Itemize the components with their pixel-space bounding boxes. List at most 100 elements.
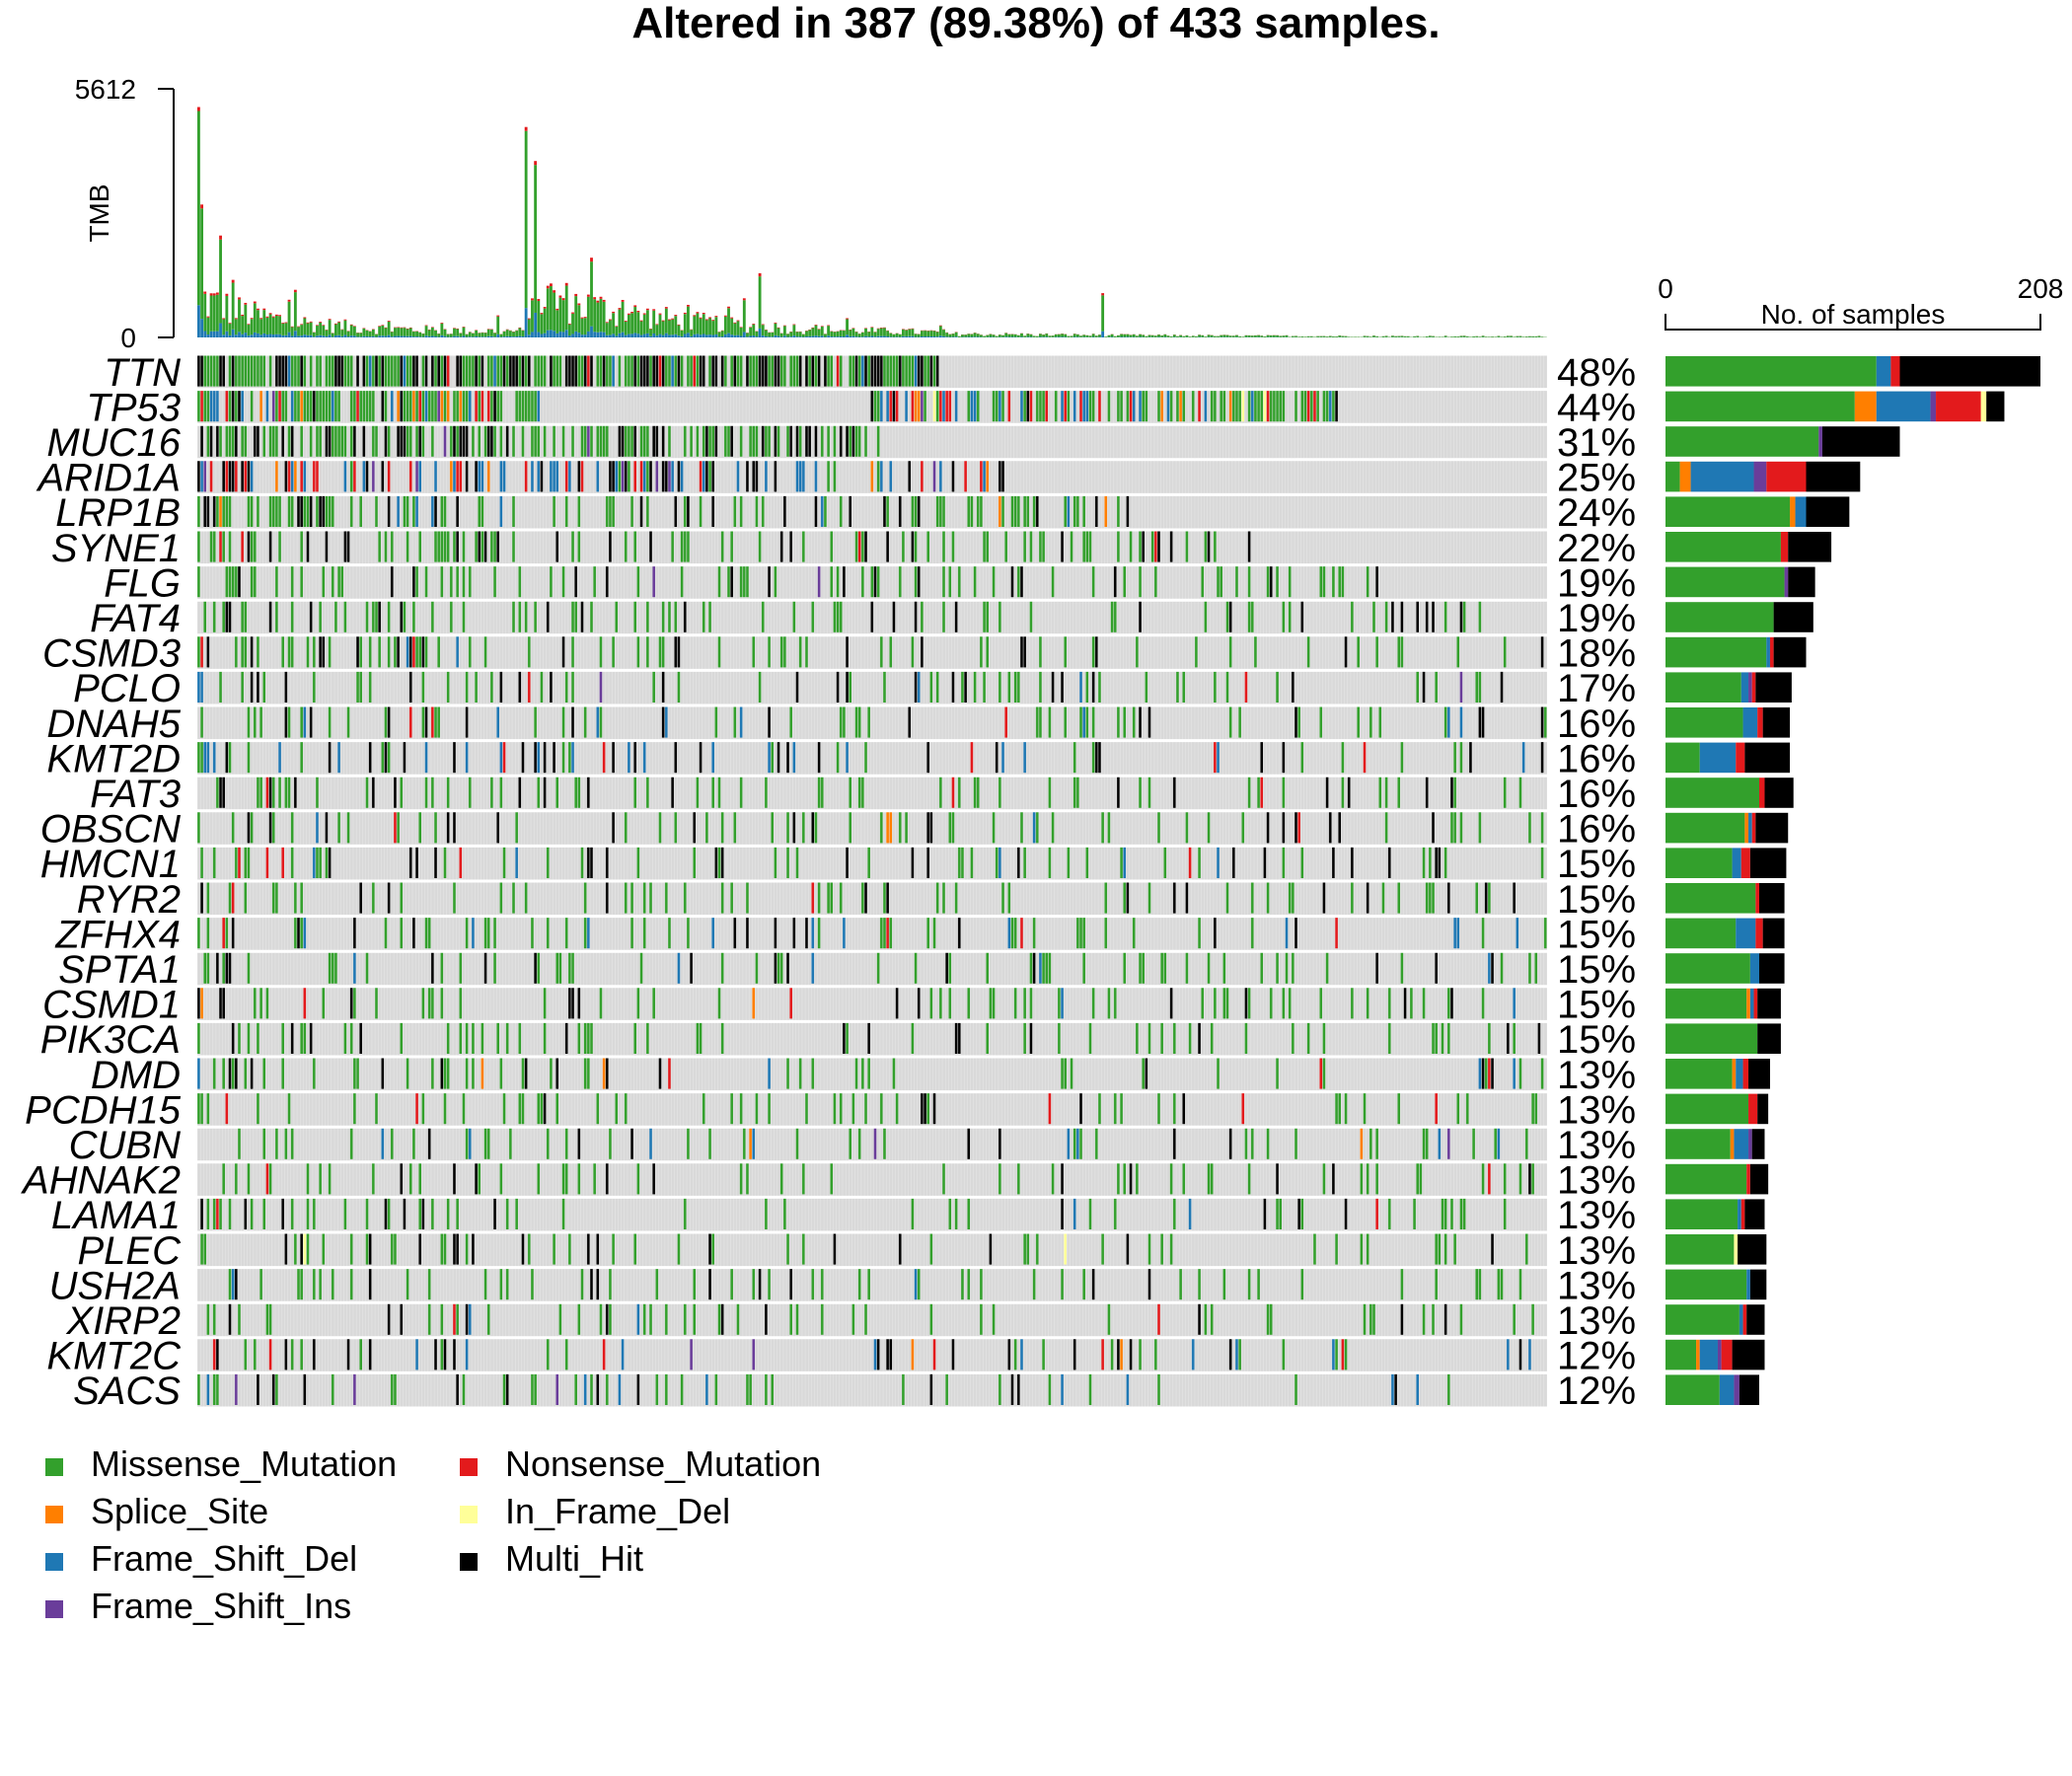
tmb-bar-missense [1506,335,1510,337]
onco-cell-missense-mutation [1217,564,1220,598]
onco-cell-multi-hit [543,776,547,808]
onco-cell-missense-mutation [970,846,974,878]
onco-cell-frame-shift-ins [271,389,275,422]
tmb-bar-nonsense [730,317,734,319]
onco-cell-multi-hit [733,354,737,387]
tmb-bar-missense [1042,334,1046,337]
onco-cell-missense-mutation [197,1021,200,1054]
onco-cell-missense-mutation [1254,389,1257,422]
onco-cell-missense-mutation [720,810,724,844]
tmb-bar-fsdel [489,335,493,337]
onco-cell-multi-hit [228,1057,232,1089]
onco-cell-frame-shift-del [343,459,347,492]
onco-cell-missense-mutation [1443,1197,1447,1229]
tmb-bar-missense [381,326,385,336]
onco-cell-missense-mutation [1153,564,1157,598]
tmb-bar-fsdel [777,335,780,337]
onco-cell-missense-mutation [1064,494,1067,527]
onco-cell-nonsense-mutation [524,459,528,492]
onco-cell-missense-mutation [795,354,799,387]
tmb-bar-fsdel [714,333,718,337]
onco-cell-missense-mutation [365,776,369,808]
onco-cell-multi-hit [596,1267,600,1300]
onco-cell-multi-hit [1387,846,1391,878]
onco-cell-multi-hit [228,951,232,984]
tmb-bar-fsdel [531,332,534,337]
tmb-bar-missense [1020,333,1023,337]
onco-cell-missense-mutation [739,424,743,457]
onco-cell-missense-mutation [615,1091,619,1125]
onco-cell-multi-hit [1228,1337,1232,1370]
onco-cell-nonsense-mutation [215,1197,219,1229]
chart-title: Altered in 387 (89.38%) of 433 samples. [631,0,1440,47]
tmb-bar-nonsense [846,318,849,320]
tmb-bar-missense [1129,334,1133,337]
onco-cell-missense-mutation [786,810,789,844]
onco-cell-nonsense-mutation [1153,530,1157,562]
onco-cell-frame-shift-del [567,459,571,492]
side-bar-syne1-missense-mutation [1665,532,1781,562]
tmb-bar-missense [680,330,684,336]
onco-cell-missense-mutation [976,776,980,808]
tmb-bar-fsdel [271,334,275,337]
onco-cell-missense-mutation [247,494,251,527]
tmb-bar-fsdel [219,323,222,337]
onco-cell-multi-hit [281,424,284,457]
onco-cell-missense-mutation [265,1302,269,1335]
onco-cell-missense-mutation [733,705,737,738]
onco-cell-missense-mutation [406,354,409,387]
onco-cell-missense-mutation [297,354,300,387]
tmb-bar-fsdel [935,336,939,337]
onco-cell-missense-mutation [546,1127,550,1159]
tmb-bar-nonsense [704,319,708,321]
onco-cell-missense-mutation [1416,1161,1419,1195]
tmb-bar-missense [1054,333,1058,337]
tmb-bar-missense [437,333,441,337]
onco-cell-nonsense-mutation [602,740,606,774]
onco-cell-missense-mutation [642,424,646,457]
tmb-bar-missense [948,333,952,337]
onco-cell-missense-mutation [203,354,207,387]
onco-cell-multi-hit [1375,564,1378,598]
tmb-bar-nonsense [215,292,219,295]
onco-cell-missense-mutation [1139,1337,1142,1370]
onco-cell-missense-mutation [561,705,565,738]
onco-cell-nonsense-mutation [1213,740,1217,774]
onco-cell-missense-mutation [636,1161,640,1195]
onco-cell-multi-hit [998,459,1001,492]
onco-cell-multi-hit [602,354,606,387]
onco-cell-multi-hit [268,776,272,808]
onco-cell-missense-mutation [954,1197,958,1229]
tmb-bar-fsdel [1073,336,1076,337]
onco-cell-multi-hit [1169,530,1173,562]
onco-cell-multi-hit [309,1021,313,1054]
tmb-bar-missense [621,301,625,333]
onco-cell-frame-shift-del [424,740,428,774]
tmb-bar-fsdel [546,330,550,337]
onco-cell-multi-hit [605,1302,609,1335]
tmb-bar-fsdel [824,336,827,337]
side-bar-tp53-in-frame-del [1980,391,1987,422]
onco-cell-multi-hit [789,530,792,562]
onco-cell-missense-mutation [602,424,606,457]
tmb-bar-missense [1094,335,1098,337]
onco-cell-frame-shift-del [206,740,210,774]
onco-cell-missense-mutation [508,1127,512,1159]
onco-cell-multi-hit [1244,986,1248,1019]
side-bar-pik3ca-missense-mutation [1665,1023,1758,1054]
tmb-bar-fsdel [365,335,369,337]
onco-cell-frame-shift-del [1521,740,1525,774]
onco-cell-missense-mutation [244,634,248,668]
tmb-bar-missense [1347,336,1351,337]
onco-cell-multi-hit [720,1302,724,1335]
onco-cell-missense-mutation [1042,530,1045,562]
onco-cell-multi-hit [284,705,288,738]
tmb-bar-missense [1503,336,1507,337]
onco-cell-nonsense-mutation [225,459,229,492]
onco-cell-missense-mutation [1117,389,1120,422]
onco-cell-multi-hit [808,424,811,457]
onco-cell-missense-mutation [1387,1197,1391,1229]
tmb-bar-fsdel [1026,336,1030,337]
onco-cell-multi-hit [553,740,555,774]
onco-cell-frame-shift-ins [437,389,440,422]
